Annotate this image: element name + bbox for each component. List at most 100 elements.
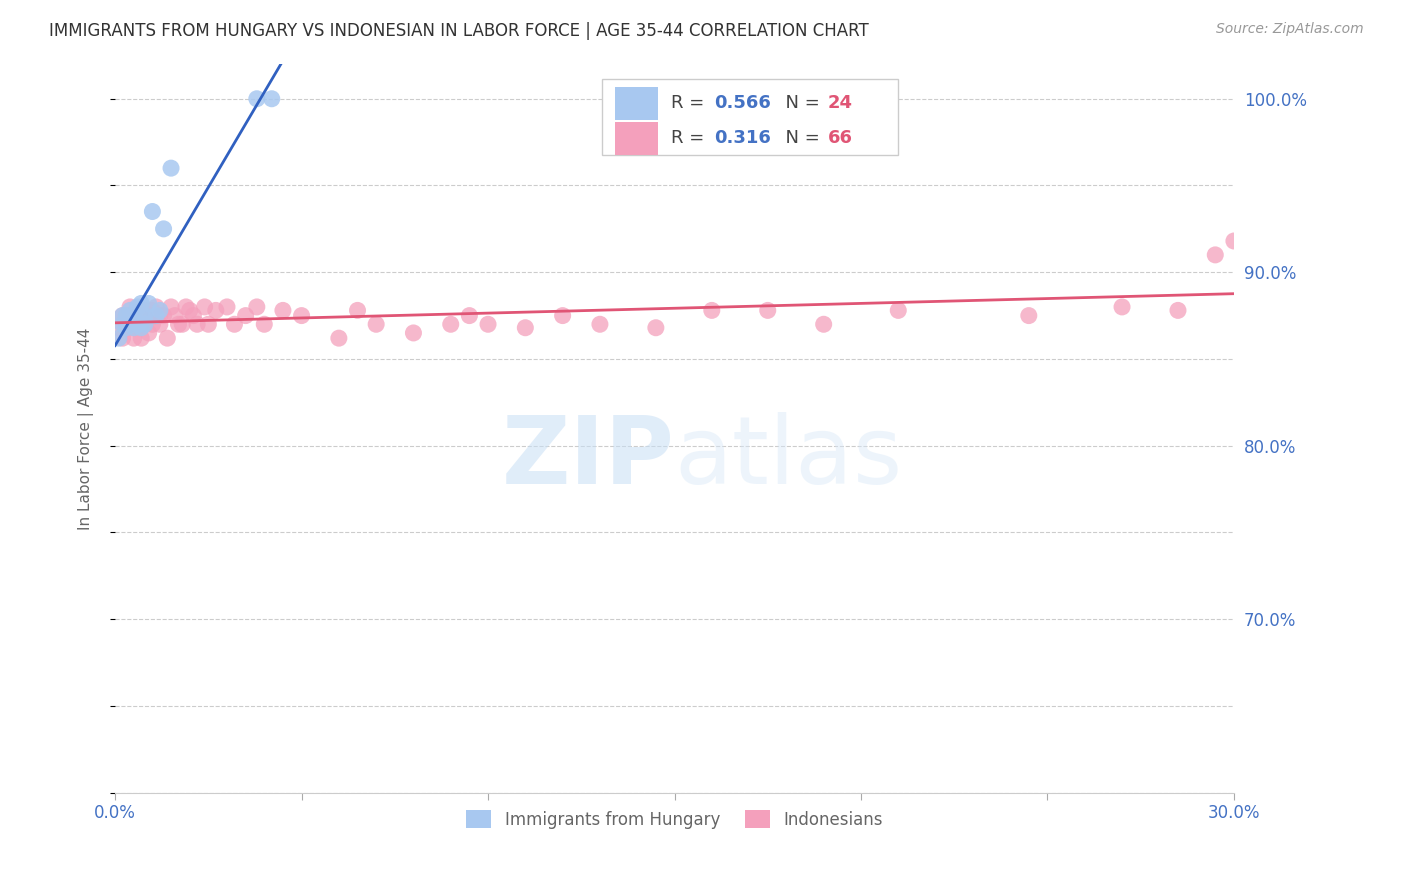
- Point: [118, 300, 141, 314]
- Point: [122, 309, 145, 323]
- Point: [197, 318, 219, 332]
- Point: [1018, 309, 1040, 323]
- Point: [756, 303, 779, 318]
- Point: [141, 318, 163, 332]
- Point: [174, 300, 197, 314]
- Text: R =: R =: [671, 95, 710, 112]
- Point: [253, 318, 276, 332]
- FancyBboxPatch shape: [616, 122, 658, 154]
- Point: [115, 309, 138, 323]
- Point: [328, 331, 350, 345]
- Point: [644, 320, 666, 334]
- Point: [122, 320, 145, 334]
- Point: [160, 161, 183, 176]
- Point: [118, 303, 141, 318]
- Text: IMMIGRANTS FROM HUNGARY VS INDONESIAN IN LABOR FORCE | AGE 35-44 CORRELATION CHA: IMMIGRANTS FROM HUNGARY VS INDONESIAN IN…: [49, 22, 869, 40]
- Y-axis label: In Labor Force | Age 35-44: In Labor Force | Age 35-44: [79, 327, 94, 530]
- Text: atlas: atlas: [675, 411, 903, 503]
- Point: [589, 318, 612, 332]
- Point: [246, 92, 269, 106]
- Text: 0.316: 0.316: [714, 129, 770, 147]
- Point: [186, 318, 208, 332]
- Point: [141, 204, 163, 219]
- Point: [366, 318, 388, 332]
- FancyBboxPatch shape: [616, 87, 658, 120]
- Text: Source: ZipAtlas.com: Source: ZipAtlas.com: [1216, 22, 1364, 37]
- Point: [145, 309, 167, 323]
- Point: [149, 309, 172, 323]
- Point: [138, 296, 160, 310]
- Point: [127, 318, 149, 332]
- Point: [127, 300, 149, 314]
- Point: [167, 318, 190, 332]
- Point: [1167, 303, 1189, 318]
- Point: [145, 309, 167, 323]
- Point: [129, 296, 152, 310]
- Point: [179, 303, 201, 318]
- Point: [118, 318, 141, 332]
- Point: [224, 318, 246, 332]
- Point: [111, 309, 134, 323]
- Point: [813, 318, 835, 332]
- Point: [149, 318, 172, 332]
- Point: [290, 309, 312, 323]
- Point: [108, 331, 131, 345]
- Point: [551, 309, 574, 323]
- Point: [246, 300, 269, 314]
- Point: [1204, 248, 1226, 262]
- Point: [156, 331, 179, 345]
- Point: [118, 314, 141, 328]
- Point: [127, 309, 149, 323]
- Point: [215, 300, 238, 314]
- Point: [134, 318, 156, 332]
- Text: N =: N =: [775, 129, 825, 147]
- Legend: Immigrants from Hungary, Indonesians: Immigrants from Hungary, Indonesians: [460, 804, 890, 835]
- Point: [458, 309, 481, 323]
- Point: [346, 303, 368, 318]
- Point: [477, 318, 499, 332]
- Point: [111, 318, 134, 332]
- Point: [129, 331, 152, 345]
- Point: [129, 320, 152, 334]
- Point: [108, 320, 131, 334]
- Point: [402, 326, 425, 340]
- Point: [271, 303, 294, 318]
- Point: [440, 318, 463, 332]
- Point: [127, 318, 149, 332]
- Point: [152, 309, 174, 323]
- Point: [129, 309, 152, 323]
- Point: [138, 309, 160, 323]
- Point: [129, 309, 152, 323]
- Point: [111, 331, 134, 345]
- Point: [134, 303, 156, 318]
- Point: [515, 320, 537, 334]
- Point: [115, 320, 138, 334]
- Text: N =: N =: [775, 95, 825, 112]
- Point: [122, 320, 145, 334]
- Point: [163, 309, 186, 323]
- Point: [1111, 300, 1133, 314]
- Point: [122, 331, 145, 345]
- Text: 66: 66: [828, 129, 853, 147]
- Point: [145, 300, 167, 314]
- Point: [887, 303, 910, 318]
- Point: [138, 326, 160, 340]
- Point: [152, 222, 174, 236]
- Point: [183, 309, 205, 323]
- Point: [118, 309, 141, 323]
- Point: [134, 309, 156, 323]
- Text: ZIP: ZIP: [502, 411, 675, 503]
- Point: [700, 303, 723, 318]
- Point: [204, 303, 226, 318]
- Point: [134, 318, 156, 332]
- Point: [260, 92, 283, 106]
- Text: R =: R =: [671, 129, 710, 147]
- Point: [149, 303, 172, 318]
- Point: [129, 318, 152, 332]
- Point: [194, 300, 217, 314]
- Point: [235, 309, 257, 323]
- Point: [160, 300, 183, 314]
- FancyBboxPatch shape: [602, 78, 898, 155]
- Point: [1223, 234, 1246, 248]
- Text: 0.566: 0.566: [714, 95, 770, 112]
